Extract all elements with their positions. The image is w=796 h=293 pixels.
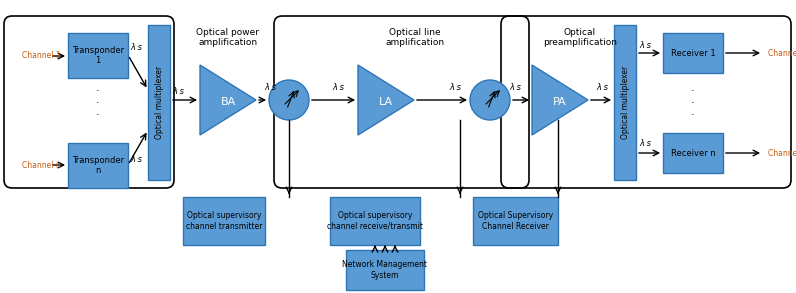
Text: BA: BA (220, 97, 236, 107)
Text: Optical line
amplification: Optical line amplification (385, 28, 444, 47)
Circle shape (470, 80, 510, 120)
Text: λ s: λ s (639, 40, 651, 50)
Text: .
.
.: . . . (96, 84, 100, 117)
Bar (68, 33, 128, 78)
Text: Optical supervisory
channel receive/transmit: Optical supervisory channel receive/tran… (327, 211, 423, 231)
Bar (330, 197, 420, 245)
Text: Optical supervisory
channel transmitter: Optical supervisory channel transmitter (185, 211, 262, 231)
Text: λ s: λ s (264, 84, 276, 93)
Text: Channel 1: Channel 1 (768, 49, 796, 57)
Text: Optical power
amplification: Optical power amplification (197, 28, 259, 47)
Text: Channel n: Channel n (22, 161, 60, 171)
Text: Channel n: Channel n (768, 149, 796, 158)
Bar (148, 25, 170, 180)
Text: λ s: λ s (130, 42, 142, 52)
Text: .
.
.: . . . (691, 84, 695, 117)
Text: PA: PA (553, 97, 567, 107)
Text: λ s: λ s (130, 156, 142, 164)
Text: Optical multiplexer: Optical multiplexer (621, 66, 630, 139)
Text: Receiver n: Receiver n (670, 149, 716, 158)
Polygon shape (200, 65, 256, 135)
Text: Optical Supervisory
Channel Receiver: Optical Supervisory Channel Receiver (478, 211, 553, 231)
Text: Transponder
n: Transponder n (72, 156, 124, 175)
Bar (473, 197, 558, 245)
Text: λ s: λ s (172, 88, 184, 96)
Text: λ s: λ s (509, 84, 521, 93)
Bar (663, 33, 723, 73)
Text: Receiver 1: Receiver 1 (671, 49, 716, 57)
Bar (183, 197, 265, 245)
Polygon shape (358, 65, 414, 135)
Text: Transponder
1: Transponder 1 (72, 46, 124, 65)
Text: λ s: λ s (332, 84, 344, 93)
Bar (346, 250, 424, 290)
Bar (614, 25, 636, 180)
Polygon shape (532, 65, 588, 135)
Circle shape (269, 80, 309, 120)
Text: Network Management
System: Network Management System (342, 260, 427, 280)
Text: λ s: λ s (596, 84, 608, 93)
Bar (68, 143, 128, 188)
Text: LA: LA (379, 97, 393, 107)
Text: Optical
preamplification: Optical preamplification (543, 28, 617, 47)
Text: λ s: λ s (639, 139, 651, 147)
Bar (663, 133, 723, 173)
Text: λ s: λ s (449, 84, 461, 93)
Text: Channel 1: Channel 1 (22, 50, 60, 59)
Text: Optical multiplexer: Optical multiplexer (154, 66, 163, 139)
